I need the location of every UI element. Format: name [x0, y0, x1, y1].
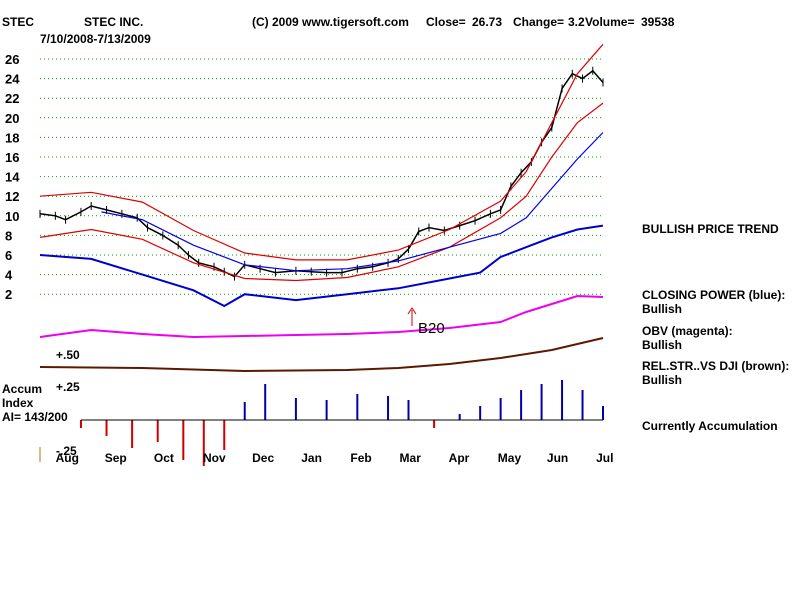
change-label: Change= — [513, 15, 565, 29]
obv-status: Bullish — [642, 338, 683, 352]
volume-value: 39538 — [641, 15, 675, 29]
series-line-1 — [39, 43, 604, 261]
closing-power-status: Bullish — [642, 302, 683, 316]
accum-label: Accum — [2, 382, 43, 396]
company-name: STEC INC. — [84, 15, 144, 29]
closing-power-title: CLOSING POWER (blue): — [642, 288, 786, 302]
series-line-3 — [101, 132, 604, 272]
price-y-ticks: 26 24 22 20 18 16 14 12 10 8 6 4 2 — [5, 52, 20, 302]
x-label-jun: Jun — [547, 451, 568, 465]
relstr-title: REL.STR..VS DJI (brown): — [642, 359, 790, 373]
y-tick-8: 8 — [5, 228, 12, 243]
signal-label: B20 — [418, 320, 445, 337]
y-tick-14: 14 — [5, 170, 20, 185]
y-tick-22: 22 — [5, 91, 19, 106]
close-value: 26.73 — [472, 15, 503, 29]
y-tick-10: 10 — [5, 209, 19, 224]
change-value: 3.2 — [568, 15, 585, 29]
index-label: Index — [2, 396, 34, 410]
obv-title: OBV (magenta): — [642, 324, 733, 338]
y-tick-18: 18 — [5, 130, 19, 145]
series-line-2 — [39, 102, 604, 282]
ai-value: AI= 143/200 — [2, 410, 68, 424]
x-axis-labels: Aug Sep Oct Nov Dec Jan Feb Mar Apr May Jun Jul — [56, 451, 614, 465]
obv-line — [39, 294, 604, 339]
close-label: Close= — [426, 15, 466, 29]
x-label-may: May — [498, 451, 522, 465]
y-tick-20: 20 — [5, 111, 19, 126]
signal-arrow-head — [407, 307, 417, 315]
y-tick-16: 16 — [5, 150, 19, 165]
date-range: 7/10/2008-7/13/2009 — [40, 32, 151, 46]
y-tick-2: 2 — [5, 287, 12, 302]
x-label-aug: Aug — [56, 451, 79, 465]
series-line-0 — [39, 69, 604, 278]
y-tick-26: 26 — [5, 52, 19, 67]
ticker-label: STEC — [2, 15, 35, 29]
indicator-panels — [39, 224, 604, 466]
relstr-line — [39, 337, 604, 373]
accum-level-neg025: -.25 — [56, 444, 77, 458]
volume-label: Volume= — [585, 15, 635, 29]
y-tick-4: 4 — [5, 268, 13, 283]
relstr-status: Bullish — [642, 373, 683, 387]
signal-marker: B20 — [407, 307, 445, 337]
y-tick-12: 12 — [5, 189, 19, 204]
accum-level-050: +.50 — [56, 348, 80, 362]
y-tick-24: 24 — [5, 72, 20, 87]
price-trend-label: BULLISH PRICE TREND — [642, 222, 779, 236]
price-series — [39, 43, 604, 282]
y-tick-6: 6 — [5, 248, 12, 263]
x-label-mar: Mar — [400, 451, 422, 465]
x-label-nov: Nov — [203, 451, 226, 465]
copyright-text: (C) 2009 www.tigersoft.com — [252, 15, 409, 29]
x-label-apr: Apr — [449, 451, 470, 465]
accum-level-025: +.25 — [56, 380, 80, 394]
x-label-dec: Dec — [252, 451, 274, 465]
accumulation-status: Currently Accumulation — [642, 419, 778, 433]
x-label-jan: Jan — [301, 451, 322, 465]
x-label-feb: Feb — [350, 451, 371, 465]
x-label-jul: Jul — [596, 451, 613, 465]
x-label-oct: Oct — [154, 451, 174, 465]
closing-power-line — [39, 224, 604, 308]
x-label-sep: Sep — [105, 451, 127, 465]
